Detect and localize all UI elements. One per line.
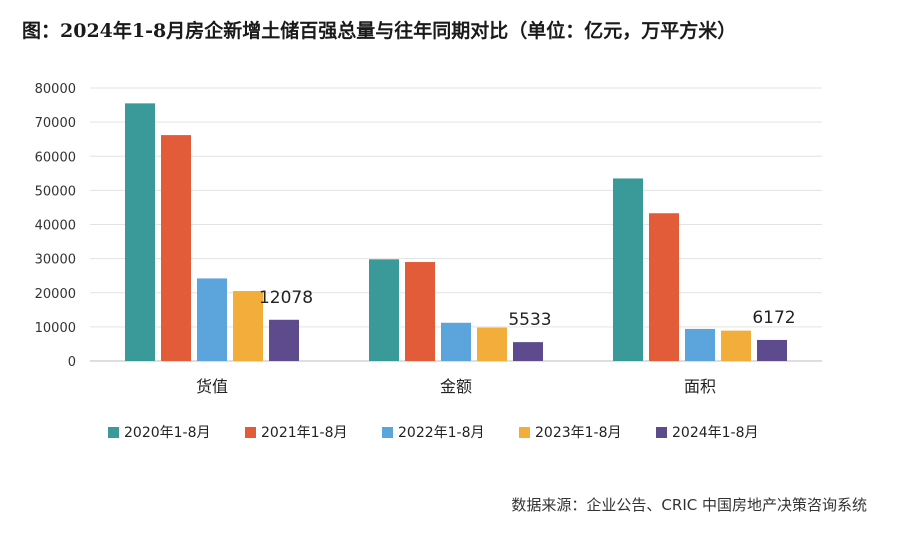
bar — [513, 342, 543, 361]
y-tick-label: 70000 — [35, 116, 76, 131]
chart-title: 图：2024年1-8月房企新增土储百强总量与往年同期对比（单位：亿元，万平方米） — [22, 20, 737, 42]
y-tick-label: 0 — [68, 355, 76, 370]
bar — [125, 103, 155, 361]
bar — [613, 178, 643, 361]
x-category-label: 面积 — [684, 377, 716, 396]
bar — [369, 259, 399, 361]
legend-swatch — [245, 427, 256, 438]
bar — [721, 330, 751, 361]
source-note: 数据来源：企业公告、CRIC 中国房地产决策咨询系统 — [511, 496, 867, 514]
data-label: 6172 — [752, 308, 795, 328]
bar — [757, 339, 787, 361]
legend-label: 2020年1-8月 — [124, 425, 211, 441]
y-tick-label: 20000 — [35, 287, 76, 302]
legend-label: 2023年1-8月 — [535, 425, 622, 441]
legend-label: 2021年1-8月 — [261, 425, 348, 441]
y-tick-label: 40000 — [35, 219, 76, 234]
legend-label: 2022年1-8月 — [398, 425, 485, 441]
bar — [685, 328, 715, 361]
legend-swatch — [656, 427, 667, 438]
x-category-label: 货值 — [196, 377, 228, 396]
y-tick-label: 30000 — [35, 253, 76, 268]
bar — [269, 319, 299, 361]
bar — [441, 322, 471, 361]
bar — [649, 213, 679, 361]
y-tick-label: 80000 — [35, 82, 76, 97]
bar — [233, 291, 263, 361]
legend-swatch — [519, 427, 530, 438]
bar — [477, 327, 507, 361]
legend-swatch — [108, 427, 119, 438]
bar — [197, 278, 227, 361]
x-category-label: 金额 — [440, 377, 472, 396]
legend-swatch — [382, 427, 393, 438]
bar — [405, 262, 435, 361]
y-tick-label: 50000 — [35, 184, 76, 199]
y-tick-label: 10000 — [35, 321, 76, 336]
data-label: 12078 — [259, 288, 313, 308]
bar — [161, 135, 191, 361]
y-tick-label: 60000 — [35, 150, 76, 165]
legend-label: 2024年1-8月 — [672, 425, 759, 441]
data-label: 5533 — [508, 310, 551, 330]
